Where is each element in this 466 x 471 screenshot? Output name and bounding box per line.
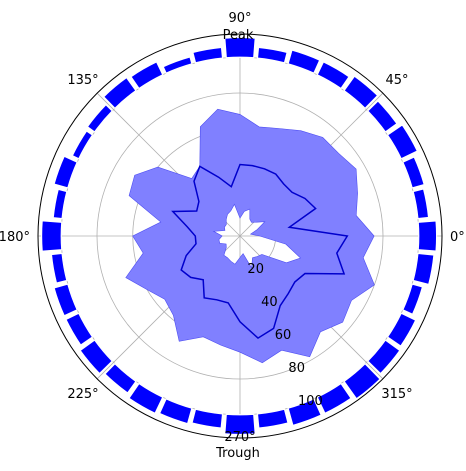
bar xyxy=(366,100,398,133)
radial-tick-label: 20 xyxy=(247,262,264,277)
radial-tick-label: 100 xyxy=(298,394,323,409)
bar xyxy=(256,46,288,64)
band-area xyxy=(125,108,375,364)
bar xyxy=(53,155,78,189)
bar xyxy=(162,56,193,74)
bar xyxy=(79,339,114,375)
bar xyxy=(343,362,381,400)
angle-tick-label: 315° xyxy=(381,387,412,402)
bottom-annotation: Trough xyxy=(215,446,260,461)
grid xyxy=(38,34,442,438)
bar xyxy=(158,398,193,425)
bar xyxy=(128,382,164,415)
bar xyxy=(102,76,137,110)
bar xyxy=(402,156,425,189)
radial-tick-label: 80 xyxy=(288,361,305,376)
bar xyxy=(86,103,114,133)
bar xyxy=(412,252,435,286)
bar xyxy=(192,46,224,64)
bar xyxy=(52,188,68,220)
bar xyxy=(287,49,321,74)
bar-layer xyxy=(40,36,438,436)
bar xyxy=(224,36,256,59)
line-series xyxy=(171,163,349,340)
bar xyxy=(417,220,438,252)
bar xyxy=(50,252,68,284)
radial-tick-labels: 20 40 60 80 100 xyxy=(247,262,322,409)
bar xyxy=(386,124,419,160)
bar xyxy=(53,283,78,317)
polar-frame xyxy=(37,33,443,439)
bar xyxy=(130,61,164,90)
radial-tick-label: 40 xyxy=(261,295,278,310)
bar xyxy=(316,382,352,415)
bar xyxy=(104,362,137,394)
bar xyxy=(412,188,430,220)
angle-tick-label: 225° xyxy=(67,387,98,402)
bar xyxy=(316,61,350,90)
bar xyxy=(191,408,224,429)
line-layer xyxy=(171,163,349,340)
bar xyxy=(224,413,256,436)
angle-tick-label: 135° xyxy=(67,73,98,88)
radial-tick-label: 60 xyxy=(275,328,292,343)
bar xyxy=(402,283,424,316)
angle-tick-label: 0° xyxy=(450,230,465,245)
bar xyxy=(366,339,401,375)
angle-tick-labels: 0° 45° 90° 135° 180° 225° 270° 315° xyxy=(0,11,465,445)
band-layer xyxy=(125,108,375,364)
bar xyxy=(40,220,63,252)
bar xyxy=(287,398,323,427)
angle-tick-label: 45° xyxy=(385,73,408,88)
bar xyxy=(65,312,94,346)
angle-tick-label: 90° xyxy=(228,11,251,26)
angle-tick-label: 270° xyxy=(224,430,255,445)
bar xyxy=(343,75,379,110)
top-annotation: Peak xyxy=(223,28,254,43)
bar xyxy=(71,130,94,160)
bar xyxy=(386,312,417,347)
bar xyxy=(256,408,289,429)
angle-tick-label: 180° xyxy=(0,230,30,245)
